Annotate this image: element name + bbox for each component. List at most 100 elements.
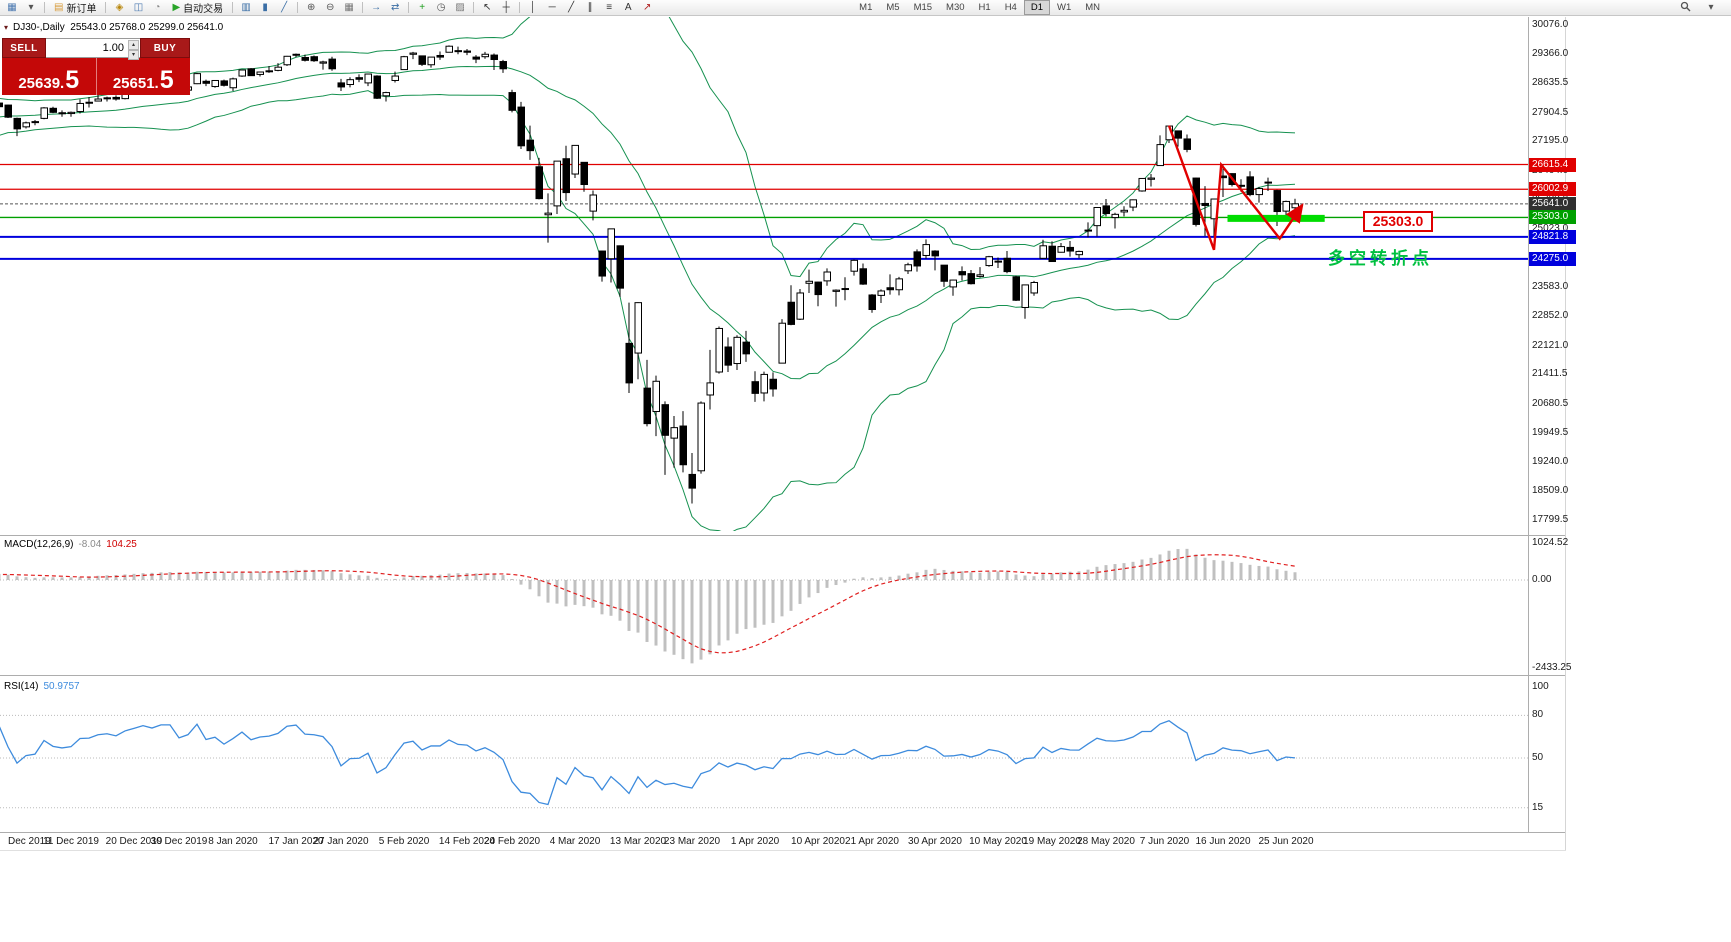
- rsi-scale-label: 80: [1532, 709, 1544, 721]
- date-label: 25 Jun 2020: [1258, 836, 1314, 847]
- price-scale-label: 18509.0: [1532, 485, 1569, 497]
- toolbar-separator: [362, 2, 364, 13]
- zoom-in-icon[interactable]: ⊕: [306, 2, 316, 13]
- alerts-icon[interactable]: ◔: [154, 2, 161, 13]
- price-scale-label: 21411.5: [1532, 368, 1568, 380]
- depth-of-market-icon[interactable]: ◫: [133, 2, 144, 13]
- cursor-icon[interactable]: ↖: [482, 2, 492, 13]
- timeframe-m5[interactable]: M5: [886, 2, 900, 13]
- autotrading-button-label: 自动交易: [183, 4, 224, 15]
- auto-scroll-icon[interactable]: →: [371, 2, 382, 13]
- price-scale-label: 19949.5: [1532, 427, 1569, 439]
- date-label: 4 Mar 2020: [549, 836, 601, 847]
- sell-price-main: 25639.: [18, 75, 65, 92]
- toolbar-separator: [473, 2, 475, 13]
- templates-icon[interactable]: ▨: [455, 2, 465, 13]
- date-label: 14 Feb 2020: [438, 836, 496, 847]
- timeframe-toolbar: M1 M5 M15 M30 H1 H4 D1 W1 MN: [852, 0, 1107, 15]
- timeframe-h1[interactable]: H1: [978, 2, 991, 13]
- price-scale-label: 23583.0: [1532, 280, 1569, 292]
- timeframe-h4[interactable]: H4: [1004, 2, 1017, 13]
- search-icon[interactable]: [1676, 1, 1694, 14]
- date-label: 30 Dec 2019: [150, 836, 208, 847]
- timeframe-w1[interactable]: W1: [1057, 2, 1072, 13]
- arrows-tool-icon[interactable]: ↗: [642, 2, 652, 13]
- price-scale-label: 27195.0: [1532, 135, 1569, 147]
- price-scale-label: 22121.0: [1532, 339, 1569, 351]
- new-order-button[interactable]: ▤ 新订单: [49, 1, 101, 15]
- candlestick-type-icon[interactable]: ▮: [262, 2, 268, 13]
- periods-icon[interactable]: ◷: [436, 2, 446, 13]
- oneclick-collapse-icon[interactable]: ▾: [4, 22, 9, 32]
- vertical-line-icon[interactable]: │: [530, 2, 537, 13]
- date-label: 10 Apr 2020: [791, 836, 845, 847]
- rsi-scale-label: 100: [1532, 681, 1549, 692]
- date-label: 5 Feb 2020: [378, 836, 430, 847]
- date-label: 23 Mar 2020: [663, 836, 721, 847]
- buy-price[interactable]: 25651. 5: [97, 58, 191, 95]
- toolbar-overflow-icon[interactable]: ▾: [1708, 2, 1714, 13]
- new-chart-icon[interactable]: ▦: [7, 2, 17, 13]
- profiles-icon[interactable]: ▾: [28, 2, 34, 13]
- date-label: 19 May 2020: [1023, 836, 1081, 847]
- pivot-annotation-text[interactable]: 多空转折点: [1328, 249, 1433, 268]
- symbol-ohlc-line: ▾ DJ30-,Daily 25543.0 25768.0 25299.0 25…: [4, 22, 223, 33]
- price-scale-label: 17799.5: [1532, 514, 1569, 525]
- chart-shift-icon[interactable]: ⇄: [390, 2, 400, 13]
- macd-name: MACD(12,26,9): [4, 539, 74, 550]
- sell-price[interactable]: 25639. 5: [2, 58, 97, 95]
- line-chart-type-icon[interactable]: ╱: [281, 2, 288, 13]
- date-label: 10 May 2020: [969, 836, 1027, 847]
- autotrading-button[interactable]: ▶ 自动交易: [167, 1, 228, 15]
- macd-scale-label: 0.00: [1532, 574, 1552, 585]
- bar-chart-type-icon[interactable]: ▥: [241, 2, 251, 13]
- zoom-out-icon[interactable]: ⊖: [325, 2, 335, 13]
- buy-price-main: 25651.: [112, 75, 159, 92]
- date-label: 11 Dec 2019: [43, 836, 99, 847]
- timeframe-mn[interactable]: MN: [1085, 2, 1101, 13]
- date-label: Dec 2019: [8, 836, 51, 847]
- new-order-button-label: 新订单: [66, 4, 97, 15]
- price-tag: 25303.0: [1529, 210, 1576, 225]
- buy-button[interactable]: BUY: [140, 38, 190, 58]
- toolbar-separator: [105, 2, 107, 13]
- date-label: 24 Feb 2020: [483, 836, 541, 847]
- macd-scale-label: 1024.52: [1532, 536, 1569, 548]
- rsi-scale-label: 50: [1532, 752, 1544, 763]
- tile-windows-icon[interactable]: ▦: [344, 2, 354, 13]
- date-label: 7 Jun 2020: [1139, 836, 1190, 847]
- price-scale-label: 28635.5: [1532, 77, 1569, 89]
- timeframe-m30[interactable]: M30: [946, 2, 965, 13]
- text-tool-icon[interactable]: A: [624, 2, 632, 13]
- price-level-callout[interactable]: 25303.0: [1363, 211, 1433, 232]
- volume-value[interactable]: 1.00: [102, 42, 124, 54]
- volume-down-button[interactable]: ▾: [128, 50, 139, 60]
- price-scale-label: 22852.0: [1532, 310, 1569, 322]
- sell-button[interactable]: SELL: [2, 38, 46, 58]
- channel-icon[interactable]: ∥: [587, 2, 593, 13]
- rsi-value: 50.9757: [43, 681, 80, 692]
- horizontal-line-icon[interactable]: ─: [548, 2, 556, 13]
- toolbar-separator: [519, 2, 521, 13]
- price-display: 25639. 5 25651. 5: [2, 58, 190, 95]
- toolbar-separator: [44, 2, 45, 13]
- price-tag: 24275.0: [1529, 251, 1576, 266]
- autotrading-icon: ▶: [172, 2, 181, 13]
- date-label: 20 Dec 2019: [105, 836, 163, 847]
- indicators-icon[interactable]: +: [419, 2, 426, 13]
- volume-input[interactable]: 1.00 ▴ ▾: [46, 38, 140, 60]
- quotes-window-icon[interactable]: ◈: [115, 2, 124, 13]
- volume-up-button[interactable]: ▴: [128, 40, 139, 50]
- crosshair-icon[interactable]: ┼: [502, 2, 510, 13]
- date-label: 8 Jan 2020: [208, 836, 258, 847]
- timeframe-m15[interactable]: M15: [913, 2, 933, 13]
- sell-price-big-digit: 5: [65, 65, 80, 94]
- timeframe-m1[interactable]: M1: [859, 2, 873, 13]
- trendline-icon[interactable]: ╱: [568, 2, 575, 13]
- fibonacci-icon[interactable]: ≡: [606, 2, 613, 13]
- price-tag: 25641.0: [1529, 196, 1576, 211]
- timeframe-d1[interactable]: D1: [1023, 0, 1050, 15]
- symbol-ohlc-text: DJ30-,Daily 25543.0 25768.0 25299.0 2564…: [13, 22, 224, 33]
